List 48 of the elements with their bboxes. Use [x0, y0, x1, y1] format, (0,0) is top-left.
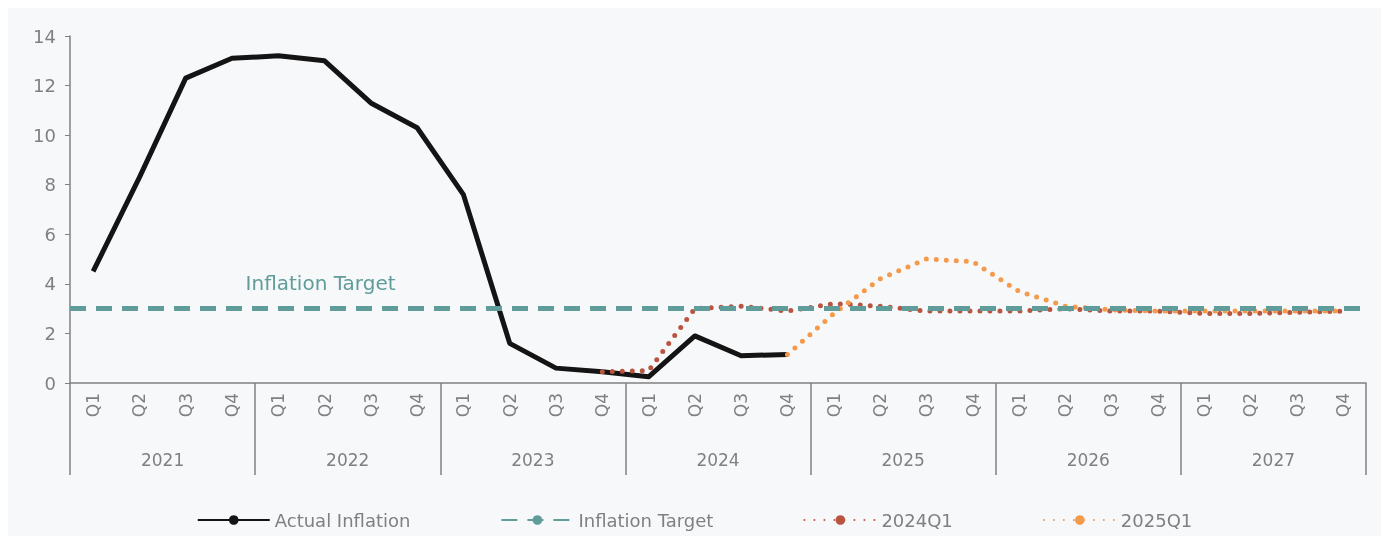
x-tick-label: Q2: [870, 393, 890, 418]
x-tick-label: Q2: [314, 393, 335, 418]
x-tick-label: Q3: [731, 393, 752, 418]
x-tick-label: Q4: [777, 393, 798, 418]
x-tick-label: Q2: [129, 393, 150, 418]
x-tick-label: Q1: [83, 393, 104, 418]
x-tick-label: Q4: [962, 393, 983, 418]
x-tick-label: Q1: [1194, 393, 1214, 418]
x-tick-label: Q4: [1332, 393, 1353, 418]
y-tick-label: 2: [44, 322, 56, 344]
x-tick-label: Q1: [638, 393, 659, 418]
x-tick-label: Q3: [916, 393, 937, 418]
legend-label: Actual Inflation: [274, 509, 411, 531]
y-tick-label: 4: [44, 273, 56, 295]
x-tick-label: Q2: [1055, 393, 1076, 418]
text: 2023: [511, 449, 555, 470]
x-tick-label: Q3: [1286, 393, 1307, 418]
text: 2021: [140, 449, 185, 470]
text: 2025: [881, 449, 925, 470]
x-tick-label: Q3: [1101, 393, 1122, 418]
x-tick-label: Q2: [684, 393, 705, 418]
x-tick-label: Q4: [407, 393, 428, 418]
text: 2027: [1251, 449, 1296, 470]
x-tick-label: Q3: [175, 393, 196, 418]
legend-label: 2024Q1: [881, 509, 953, 531]
x-tick-label: Q3: [360, 393, 381, 418]
x-tick-label: Q1: [823, 393, 844, 418]
legend-label: 2025Q1: [1120, 509, 1193, 531]
x-tick-label: Q1: [268, 393, 289, 418]
x-tick-label: Q1: [1008, 393, 1029, 418]
x-tick-label: Q4: [222, 393, 242, 418]
y-tick-label: 8: [44, 174, 56, 196]
x-tick-label: Q2: [1240, 393, 1261, 418]
y-tick-label: 10: [33, 124, 56, 146]
y-tick-label: 14: [33, 25, 56, 47]
y-tick-label: 6: [44, 223, 56, 245]
x-tick-label: Q2: [499, 393, 520, 418]
text: Inflation Target: [245, 270, 396, 295]
x-tick-label: Q1: [453, 393, 474, 418]
x-tick-label: Q3: [546, 393, 566, 418]
y-tick-label: 12: [33, 75, 56, 97]
text: 2022: [326, 449, 370, 470]
legend-label: Inflation Target: [578, 509, 714, 531]
text: 2024: [696, 449, 740, 470]
y-tick-label: 0: [44, 372, 56, 394]
text: 2026: [1066, 449, 1110, 470]
x-tick-label: Q4: [1147, 393, 1168, 418]
x-tick-label: Q4: [592, 393, 613, 418]
